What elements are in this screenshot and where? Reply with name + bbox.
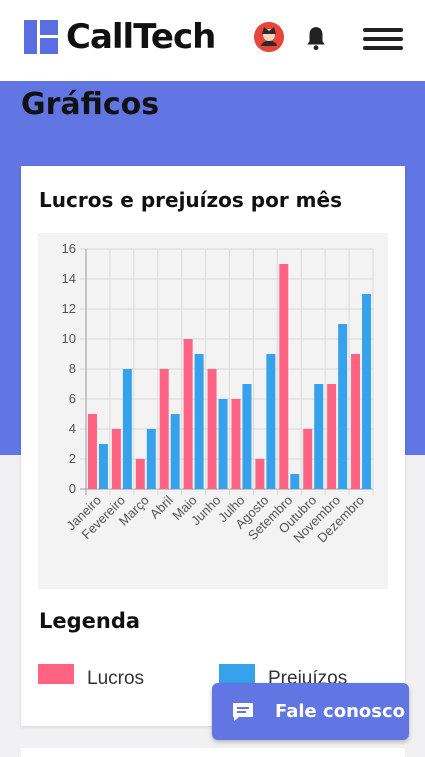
legend-title: Legenda: [39, 609, 140, 633]
legend-swatch-prejuizos: [219, 664, 255, 684]
bar-lucros[interactable]: [208, 369, 217, 489]
bar-lucros[interactable]: [351, 354, 360, 489]
bar-lucros[interactable]: [231, 399, 240, 489]
chart-card-title: Lucros e prejuízos por mês: [39, 188, 342, 212]
y-tick-label: 0: [69, 481, 76, 496]
page-title: Gráficos: [21, 87, 159, 122]
user-avatar-icon[interactable]: [254, 22, 284, 52]
profit-loss-bar-chart: 0246810121416JaneiroFevereiroMarçoAbrilM…: [38, 233, 388, 589]
y-tick-label: 10: [62, 331, 76, 346]
bar-prejuizos[interactable]: [362, 294, 371, 489]
bar-prejuizos[interactable]: [171, 414, 180, 489]
x-tick-label: Abril: [147, 492, 176, 521]
bell-icon[interactable]: [303, 25, 329, 51]
bar-lucros[interactable]: [279, 264, 288, 489]
top-navigation-bar: CallTech: [0, 0, 425, 81]
brand-name: CallTech: [66, 18, 215, 56]
bar-prejuizos[interactable]: [123, 369, 132, 489]
bar-prejuizos[interactable]: [219, 399, 228, 489]
bar-lucros[interactable]: [303, 429, 312, 489]
bar-prejuizos[interactable]: [99, 444, 108, 489]
hamburger-menu-icon[interactable]: [363, 28, 403, 50]
bar-prejuizos[interactable]: [314, 384, 323, 489]
y-tick-label: 2: [69, 451, 76, 466]
y-tick-label: 4: [69, 421, 76, 436]
chat-icon: [231, 701, 255, 723]
y-tick-label: 6: [69, 391, 76, 406]
bar-lucros[interactable]: [184, 339, 193, 489]
next-card-edge: [21, 748, 405, 757]
bar-lucros[interactable]: [255, 459, 264, 489]
y-tick-label: 8: [69, 361, 76, 376]
chart-card: Lucros e prejuízos por mês 0 2 4 6 8 10 12 14 16…: [21, 166, 405, 726]
bar-prejuizos[interactable]: [147, 429, 156, 489]
legend-label-lucros: Lucros: [87, 668, 144, 690]
legend-item-lucros: Lucros: [38, 664, 144, 690]
bar-prejuizos[interactable]: [195, 354, 204, 489]
brand-logo[interactable]: CallTech: [24, 18, 215, 56]
bar-lucros[interactable]: [136, 459, 145, 489]
y-tick-label: 12: [62, 301, 76, 316]
bar-lucros[interactable]: [88, 414, 97, 489]
y-tick-label: 16: [62, 241, 76, 256]
bar-prejuizos[interactable]: [290, 474, 299, 489]
bar-lucros[interactable]: [160, 369, 169, 489]
contact-us-button[interactable]: Fale conosco: [212, 683, 409, 740]
chart-container: 0 2 4 6 8 10 12 14 16 Janeiro Fevereiro Março Abril M…: [38, 233, 388, 589]
bar-prejuizos[interactable]: [242, 384, 251, 489]
legend-swatch-lucros: [38, 664, 74, 684]
bar-prejuizos[interactable]: [266, 354, 275, 489]
bar-prejuizos[interactable]: [338, 324, 347, 489]
bar-lucros[interactable]: [327, 384, 336, 489]
y-tick-label: 14: [62, 271, 76, 286]
calltech-logo-icon: [24, 20, 58, 54]
bar-lucros[interactable]: [112, 429, 121, 489]
contact-us-label: Fale conosco: [275, 701, 405, 722]
